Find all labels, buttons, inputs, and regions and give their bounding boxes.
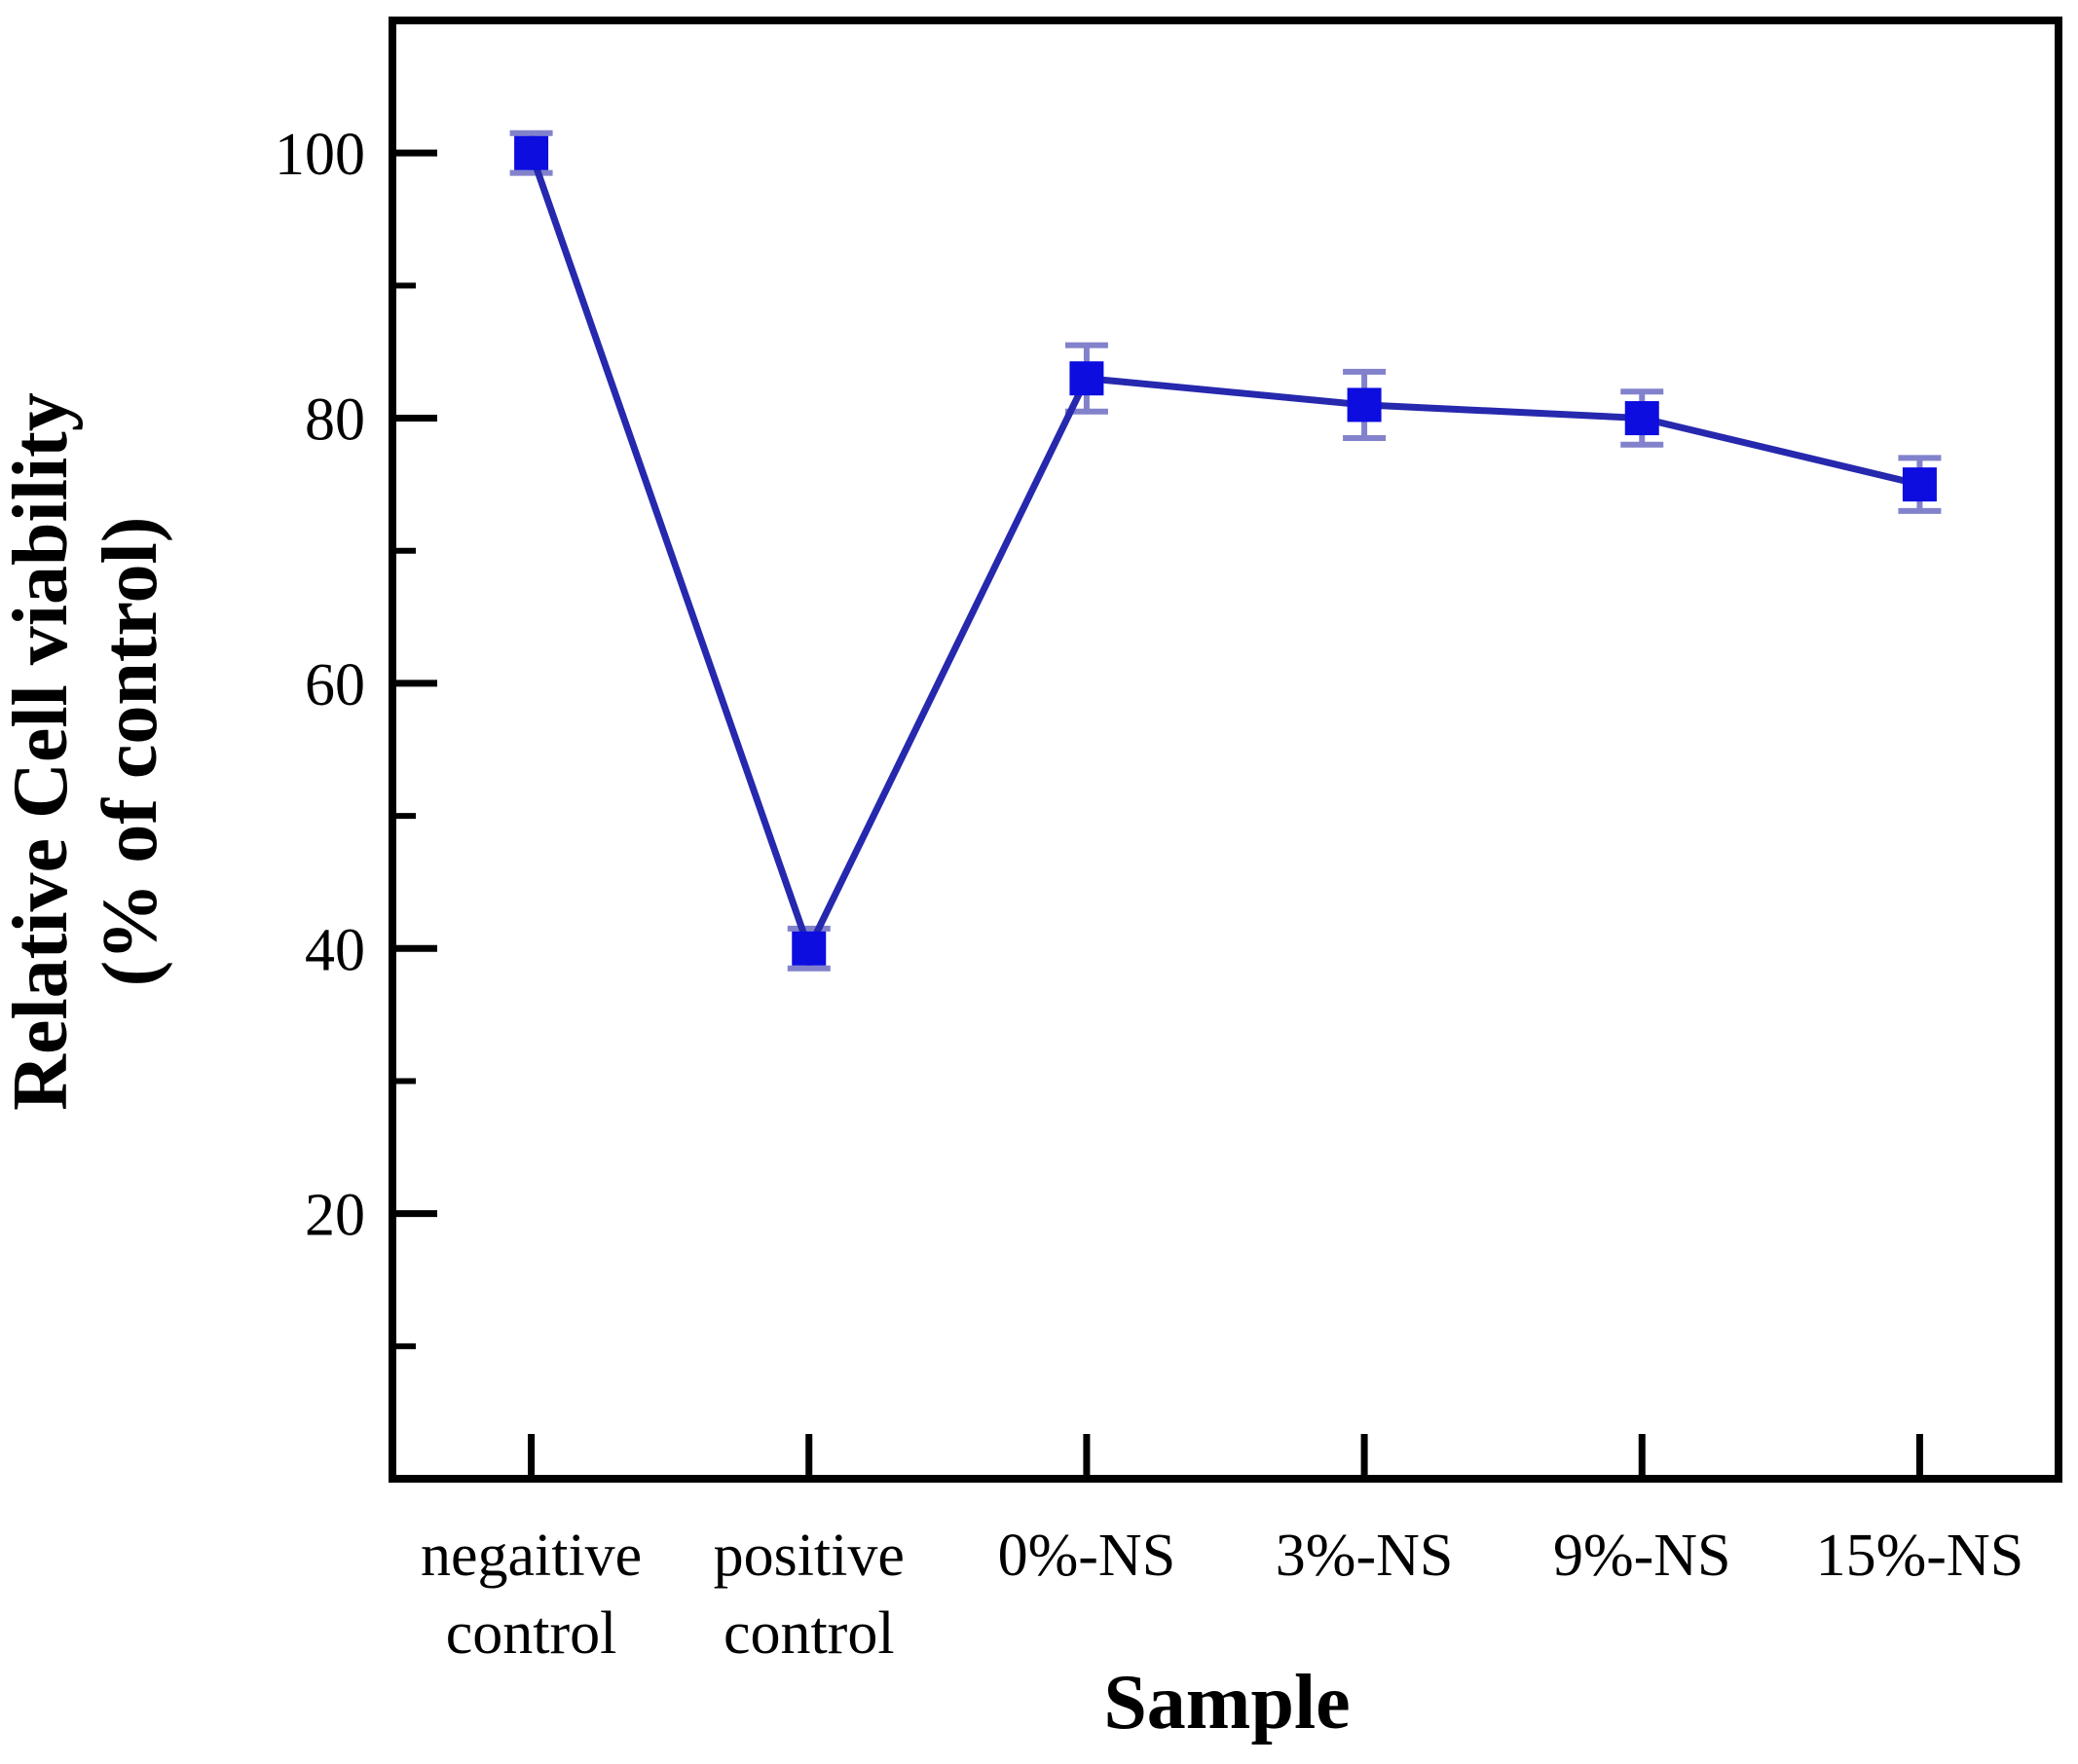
y-axis-title-line1: Relative Cell viability — [0, 392, 84, 1111]
x-tick-label: 15%-NS — [1816, 1523, 2024, 1589]
x-tick-label: control — [446, 1600, 617, 1667]
x-axis-title: Sample — [1103, 1660, 1350, 1746]
x-tick-label: positive — [714, 1523, 905, 1589]
y-tick-label: 80 — [305, 387, 365, 454]
data-point-marker — [792, 931, 827, 966]
x-tick-label: 9%-NS — [1553, 1523, 1731, 1589]
x-tick-label: 0%-NS — [998, 1523, 1176, 1589]
x-tick-label: control — [724, 1600, 895, 1667]
plot-area: 20 40 60 80 100 negaitive control positive contr… — [275, 17, 2062, 1667]
y-tick-label: 60 — [305, 652, 365, 718]
y-axis-title-line2: (% of control) — [88, 517, 173, 987]
data-point-marker — [1902, 467, 1937, 502]
x-tick-label: 3%-NS — [1276, 1523, 1454, 1589]
plot-frame — [389, 17, 2062, 1483]
y-tick-label: 100 — [275, 122, 365, 188]
y-tick-label: 40 — [305, 917, 365, 983]
data-point-marker — [1347, 387, 1382, 423]
data-point-marker — [514, 135, 549, 170]
data-point-marker — [1624, 401, 1659, 436]
x-tick-label: negaitive — [421, 1523, 642, 1589]
data-point-marker — [1069, 361, 1104, 396]
series-line — [528, 152, 1921, 958]
y-tick-label: 20 — [305, 1183, 365, 1249]
